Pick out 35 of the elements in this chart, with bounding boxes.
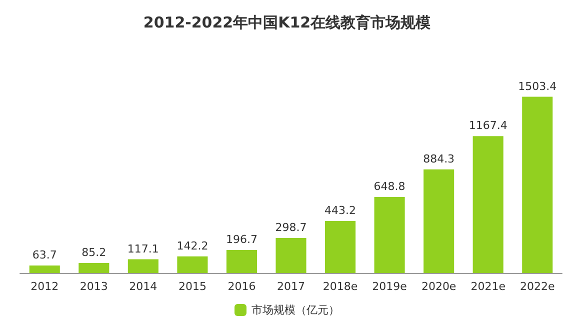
x-tick-label: 2017 [277, 280, 305, 293]
data-label: 117.1 [127, 242, 159, 256]
x-tick-label: 2013 [80, 280, 108, 293]
x-tick-label: 2014 [129, 280, 158, 293]
x-tick-label: 2022e [520, 280, 555, 293]
bar [325, 221, 356, 273]
bar [226, 250, 257, 273]
data-label: 443.2 [324, 204, 356, 218]
bar [128, 259, 158, 273]
bar [29, 266, 60, 273]
data-label: 1503.4 [518, 80, 557, 93]
x-tick-label: 2020e [421, 280, 456, 293]
bar [374, 196, 405, 273]
x-tick-label: 2019e [372, 280, 408, 293]
data-label: 1167.4 [468, 119, 508, 132]
x-tick-label: 2018e [322, 280, 358, 293]
data-label: 298.7 [275, 220, 307, 234]
x-tick-label: 2021e [470, 280, 506, 293]
data-label: 142.2 [176, 239, 208, 252]
data-label: 85.2 [82, 246, 106, 260]
data-label: 884.3 [423, 152, 455, 166]
data-label: 196.7 [226, 232, 258, 246]
bar [522, 96, 553, 273]
bar [424, 169, 454, 273]
bar [276, 238, 306, 273]
bar [472, 136, 504, 273]
x-tick-label: 2015 [178, 280, 206, 293]
data-label: 648.8 [374, 180, 406, 193]
bar [78, 263, 110, 273]
legend-label: 市场规模（亿元） [252, 304, 340, 316]
data-label: 63.7 [32, 248, 57, 262]
bar [177, 256, 208, 273]
x-tick-label: 2016 [228, 280, 256, 293]
chart-title: 2012-2022年中国K12在线教育市场规模 [143, 14, 432, 32]
x-tick-label: 2012 [30, 280, 59, 293]
